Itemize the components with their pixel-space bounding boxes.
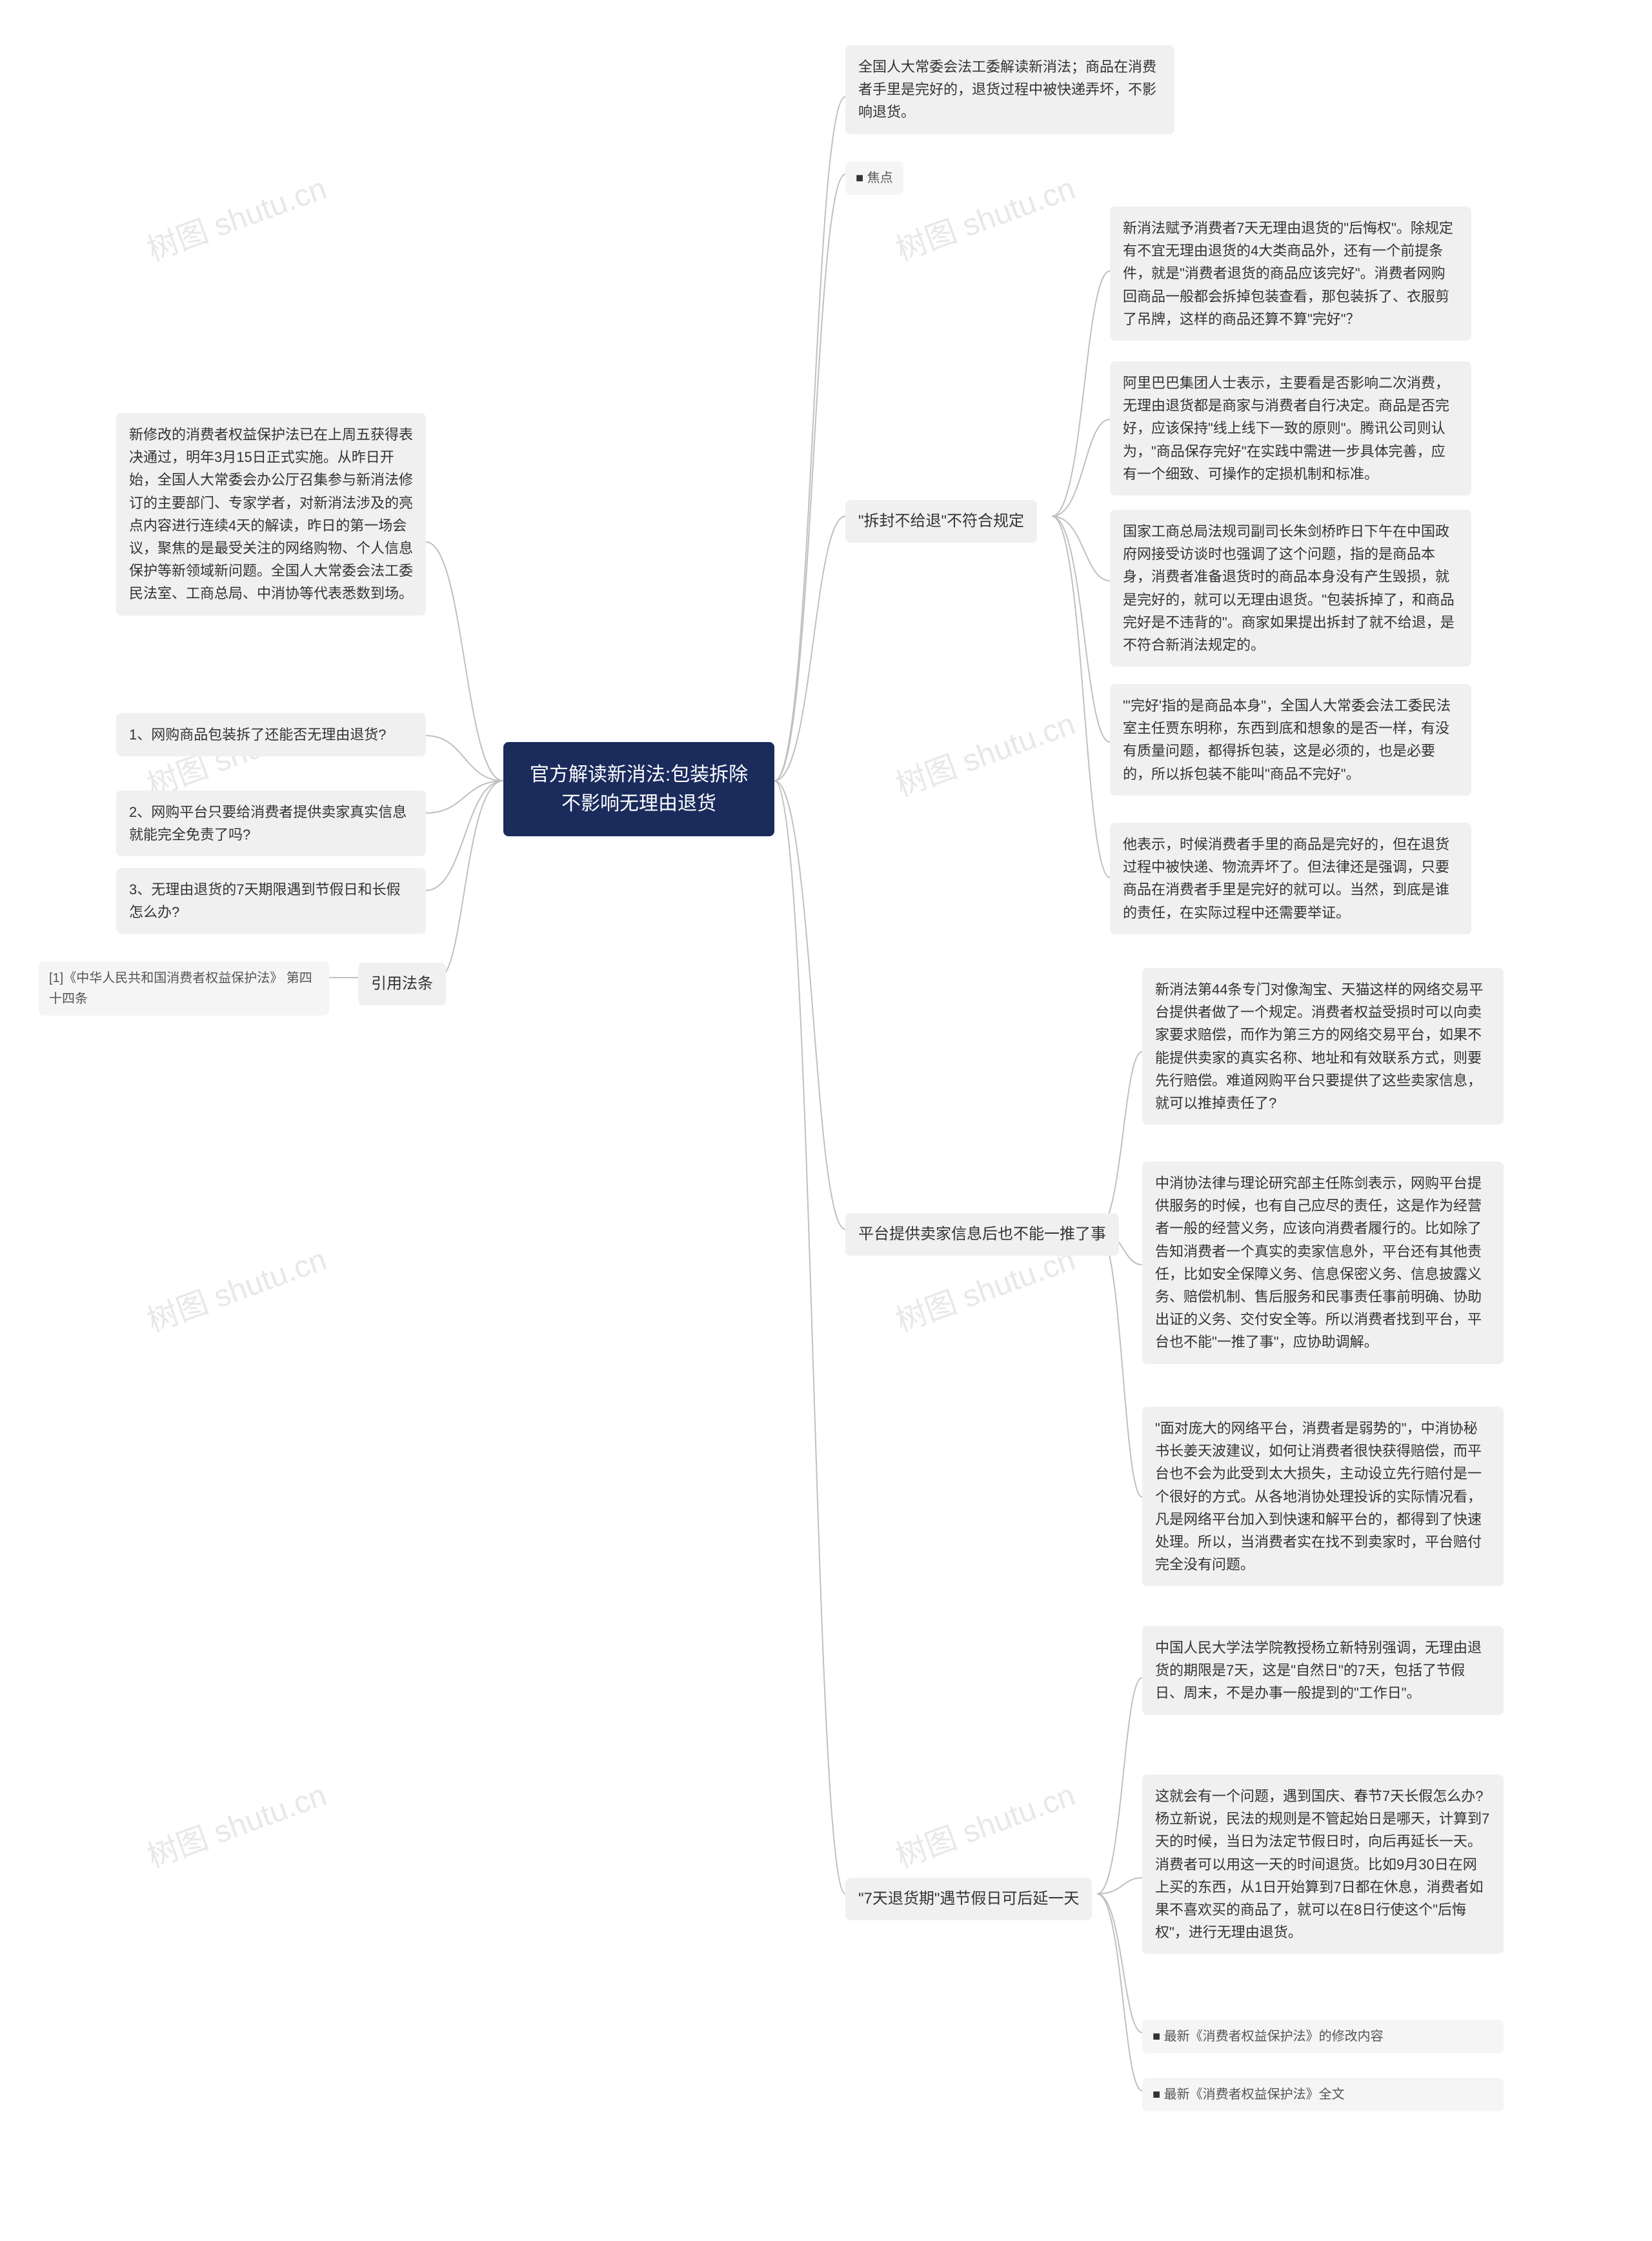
watermark: 树图 shutu.cn (889, 163, 1080, 269)
section1-p1: 新消法赋予消费者7天无理由退货的"后悔权"。除规定有不宜无理由退货的4大类商品外… (1110, 206, 1471, 341)
watermark: 树图 shutu.cn (889, 698, 1080, 805)
watermark: 树图 shutu.cn (140, 1234, 332, 1340)
focus-label: 焦点 (845, 161, 903, 195)
section3-p2: 这就会有一个问题，遇到国庆、春节7天长假怎么办?杨立新说，民法的规则是不管起始日… (1142, 1774, 1504, 1954)
section2-title: 平台提供卖家信息后也不能一推了事 (845, 1213, 1119, 1256)
section1-p5: 他表示，时候消费者手里的商品是完好的，但在退货过程中被快递、物流弄坏了。但法律还… (1110, 823, 1471, 934)
section1-p4: "'完好'指的是商品本身"，全国人大常委会法工委民法室主任贾东明称，东西到底和想… (1110, 684, 1471, 796)
section1-p2: 阿里巴巴集团人士表示，主要看是否影响二次消费，无理由退货都是商家与消费者自行决定… (1110, 361, 1471, 496)
section3-p1: 中国人民大学法学院教授杨立新特别强调，无理由退货的期限是7天，这是"自然日"的7… (1142, 1626, 1504, 1715)
watermark: 树图 shutu.cn (140, 1769, 332, 1876)
section1-title: "拆封不给退"不符合规定 (845, 500, 1037, 543)
citation-label: 引用法条 (358, 963, 446, 1005)
section2-p2: 中消协法律与理论研究部主任陈剑表示，网购平台提供服务的时候，也有自己应尽的责任，… (1142, 1161, 1504, 1364)
left-q3: 3、无理由退货的7天期限遇到节假日和长假怎么办? (116, 868, 426, 934)
right-top-intro: 全国人大常委会法工委解读新消法；商品在消费者手里是完好的，退货过程中被快递弄坏，… (845, 45, 1174, 134)
section2-p1: 新消法第44条专门对像淘宝、天猫这样的网络交易平台提供者做了一个规定。消费者权益… (1142, 968, 1504, 1125)
section3-bullet2: 最新《消费者权益保护法》全文 (1142, 2078, 1504, 2111)
left-q1: 1、网购商品包装拆了还能否无理由退货? (116, 713, 426, 756)
section3-title: "7天退货期"遇节假日可后延一天 (845, 1878, 1092, 1920)
section3-bullet1: 最新《消费者权益保护法》的修改内容 (1142, 2020, 1504, 2053)
watermark: 树图 shutu.cn (140, 163, 332, 269)
watermark: 树图 shutu.cn (889, 1769, 1080, 1876)
left-intro: 新修改的消费者权益保护法已在上周五获得表决通过，明年3月15日正式实施。从昨日开… (116, 413, 426, 616)
section1-p3: 国家工商总局法规司副司长朱剑桥昨日下午在中国政府网接受访谈时也强调了这个问题，指… (1110, 510, 1471, 667)
left-q2: 2、网购平台只要给消费者提供卖家真实信息就能完全免责了吗? (116, 790, 426, 856)
section2-p3: "面对庞大的网络平台，消费者是弱势的"，中消协秘书长姜天波建议，如何让消费者很快… (1142, 1407, 1504, 1586)
citation-ref: [1]《中华人民共和国消费者权益保护法》 第四十四条 (39, 961, 329, 1016)
center-title: 官方解读新消法:包装拆除不影响无理由退货 (503, 742, 774, 836)
